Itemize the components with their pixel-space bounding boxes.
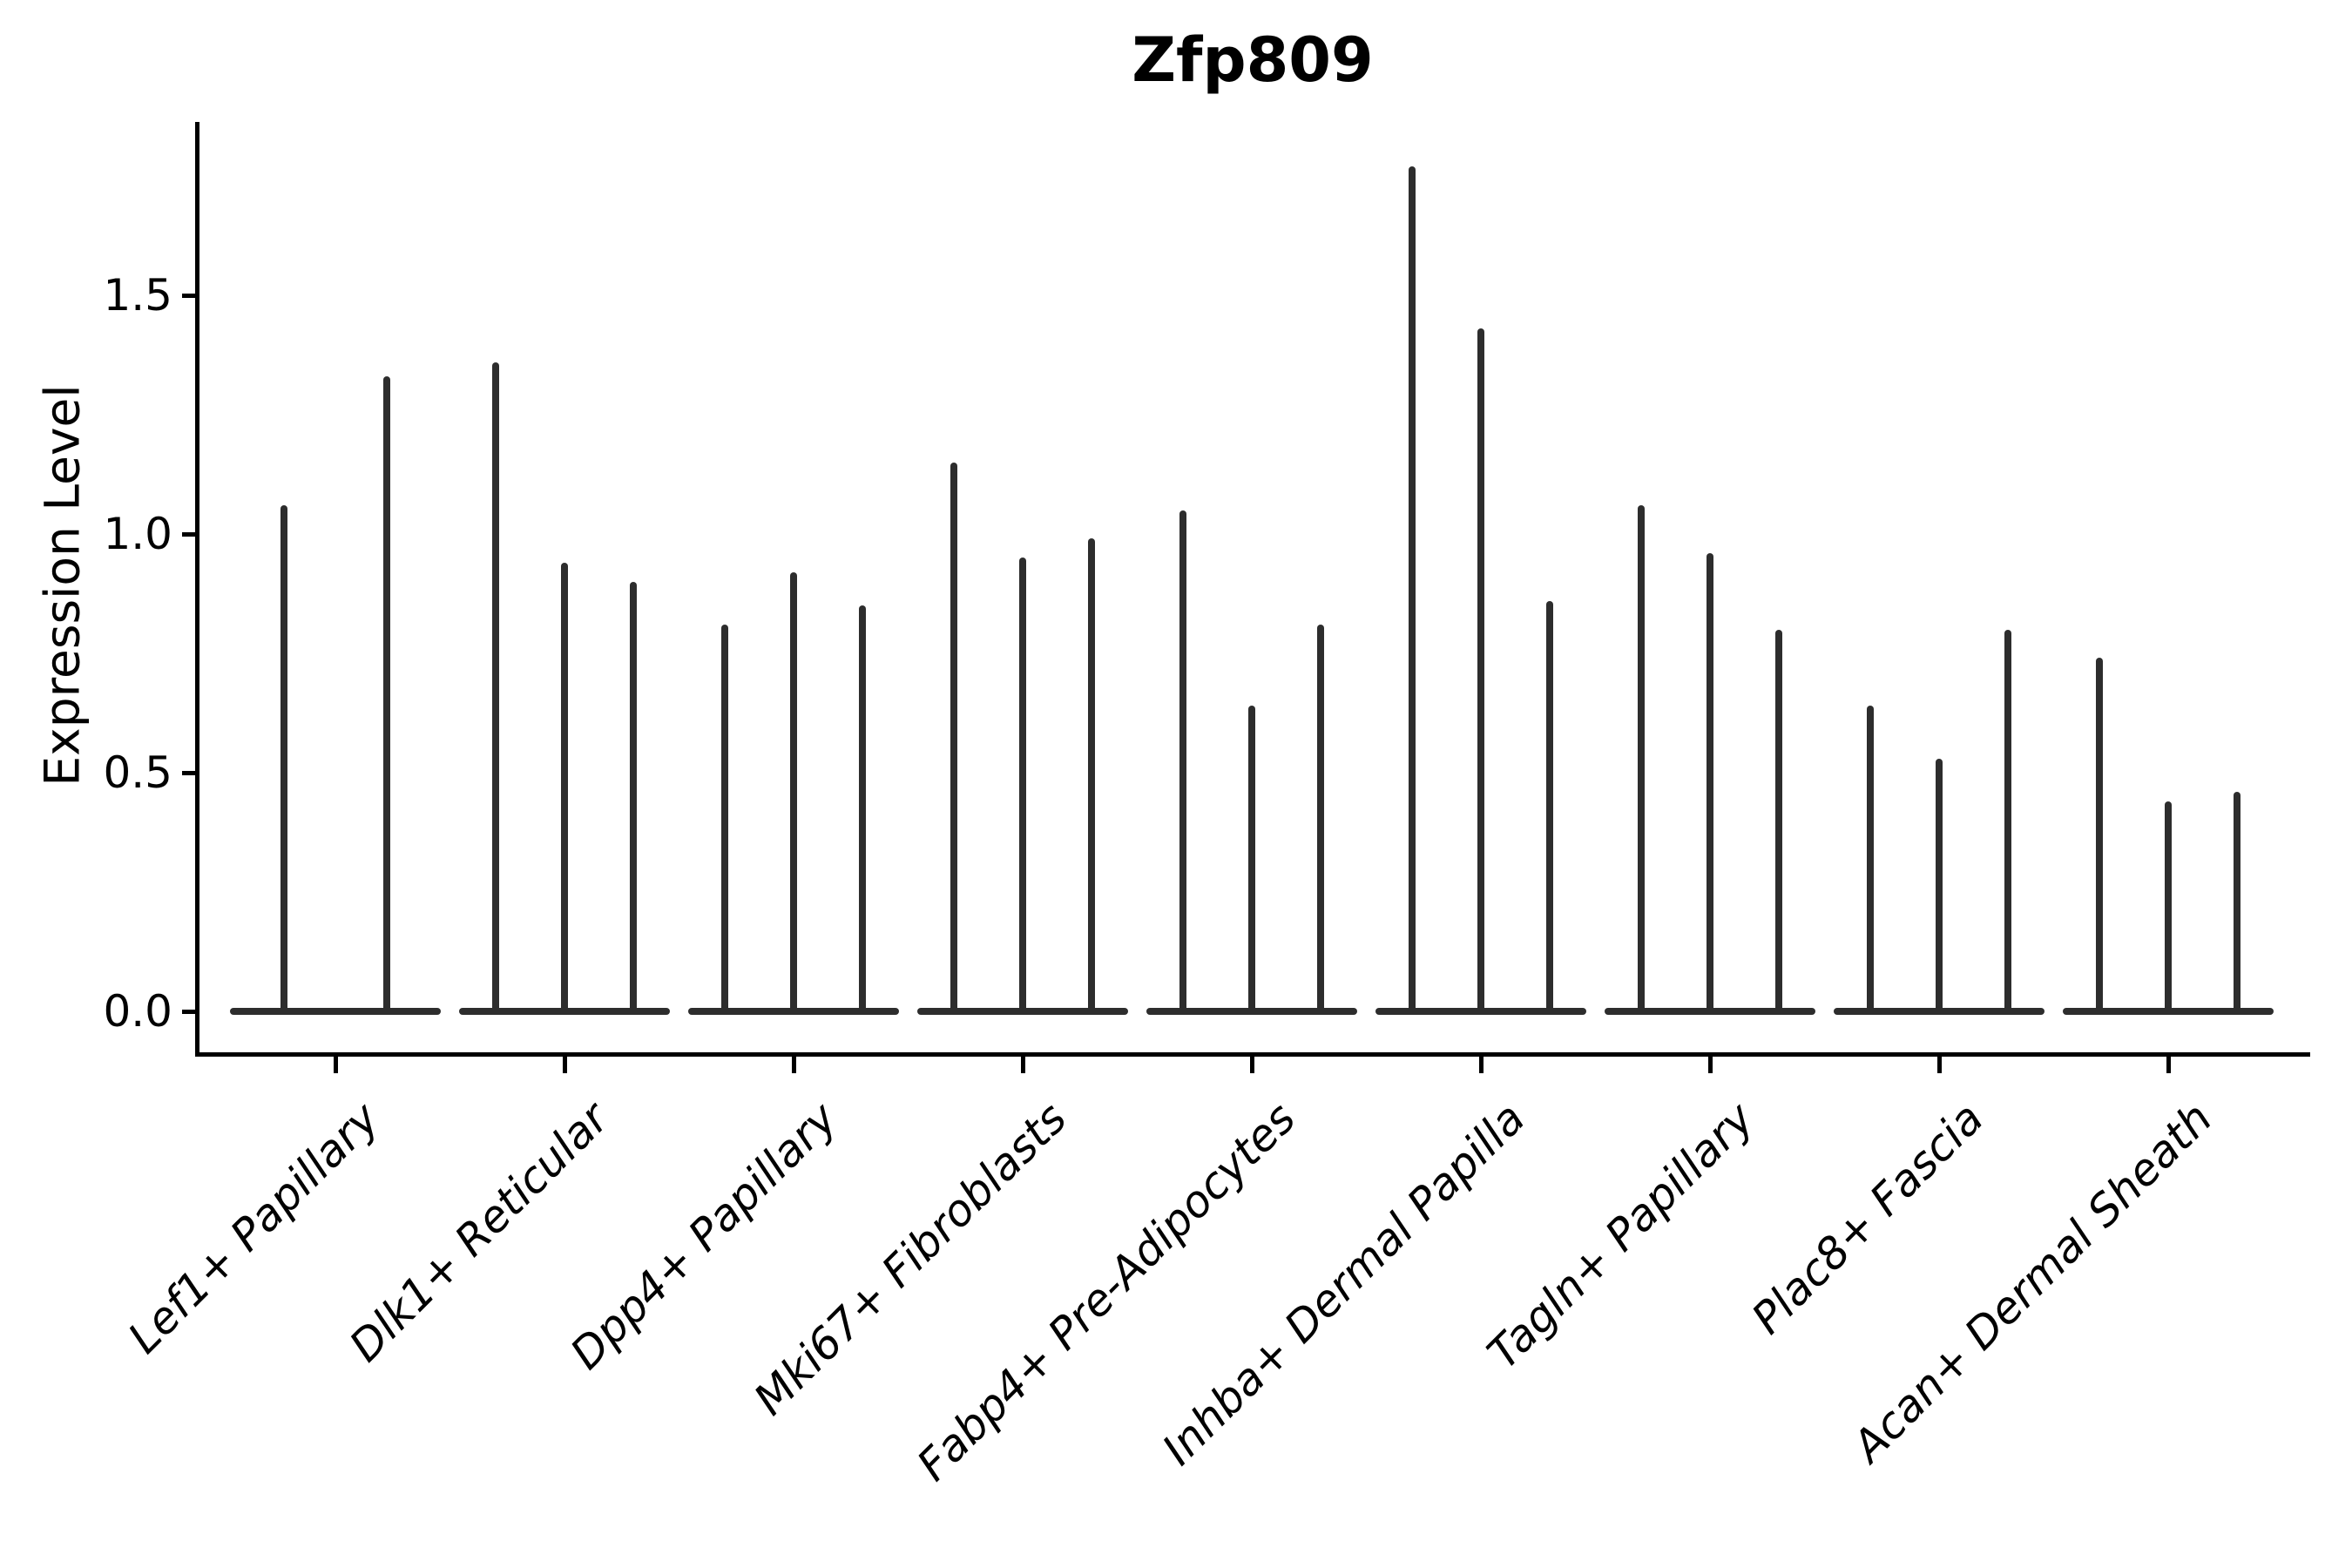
violin-spike [1317,625,1324,1011]
violin-spike [1707,552,1713,1011]
x-tick-mark [1020,1056,1025,1073]
violin-spike [1179,510,1186,1011]
x-tick-mark [333,1056,338,1073]
y-tick-label: 1.5 [103,270,172,321]
violin-spike [721,625,728,1011]
x-axis-spine [195,1052,2310,1057]
violin-spike [950,462,957,1011]
violin-spike [2234,791,2240,1011]
violin-spike [561,562,568,1011]
violin-base [1834,1008,2044,1015]
violin-spike [1409,166,1416,1011]
x-tick-label: Lef1+ Papillary [118,1092,389,1363]
x-tick-label: Plac8+ Fascia [1741,1092,1993,1344]
violin-spike [492,362,499,1011]
violin-spike [1867,706,1874,1011]
violin-spike [1019,558,1026,1011]
violin-spike [2096,658,2103,1011]
y-axis-label: Expression Level [34,384,91,787]
violin-spike [1477,328,1484,1011]
violin-spike [1775,629,1782,1011]
violin-spike [1638,505,1645,1011]
x-tick-mark [791,1056,796,1073]
violin-spike [790,571,797,1011]
violin-spike [2004,629,2011,1011]
violin-base [230,1008,441,1015]
violin-spike [1248,706,1255,1011]
y-tick-mark [182,770,196,775]
y-tick-label: 1.0 [103,509,172,559]
x-tick-mark [562,1056,567,1073]
violin-base [688,1008,899,1015]
x-tick-mark [1249,1056,1254,1073]
y-tick-label: 0.5 [103,747,172,798]
violin-spike [280,505,287,1011]
x-tick-mark [2166,1056,2171,1073]
y-tick-mark [182,1009,196,1014]
violin-base [459,1008,670,1015]
violin-base [2063,1008,2274,1015]
violin-spike [1936,758,1943,1011]
violin-spike [1088,538,1095,1011]
violin-spike [383,376,390,1011]
violin-spike [630,581,637,1011]
violin-base [917,1008,1128,1015]
violin-base [1375,1008,1586,1015]
chart-title: Zfp809 [1132,24,1374,96]
x-tick-mark [1936,1056,1942,1073]
violin-spike [1546,600,1553,1011]
violin-spike [859,605,866,1011]
violin-spike [2165,801,2172,1011]
y-tick-mark [182,531,196,537]
y-axis-spine [195,122,199,1057]
violin-base [1146,1008,1357,1015]
y-tick-mark [182,293,196,298]
x-tick-mark [1707,1056,1713,1073]
y-tick-label: 0.0 [103,986,172,1037]
violin-base [1605,1008,1815,1015]
x-tick-label: Fabp4+ Pre-Adipocytes [908,1092,1306,1491]
x-tick-mark [1478,1056,1484,1073]
